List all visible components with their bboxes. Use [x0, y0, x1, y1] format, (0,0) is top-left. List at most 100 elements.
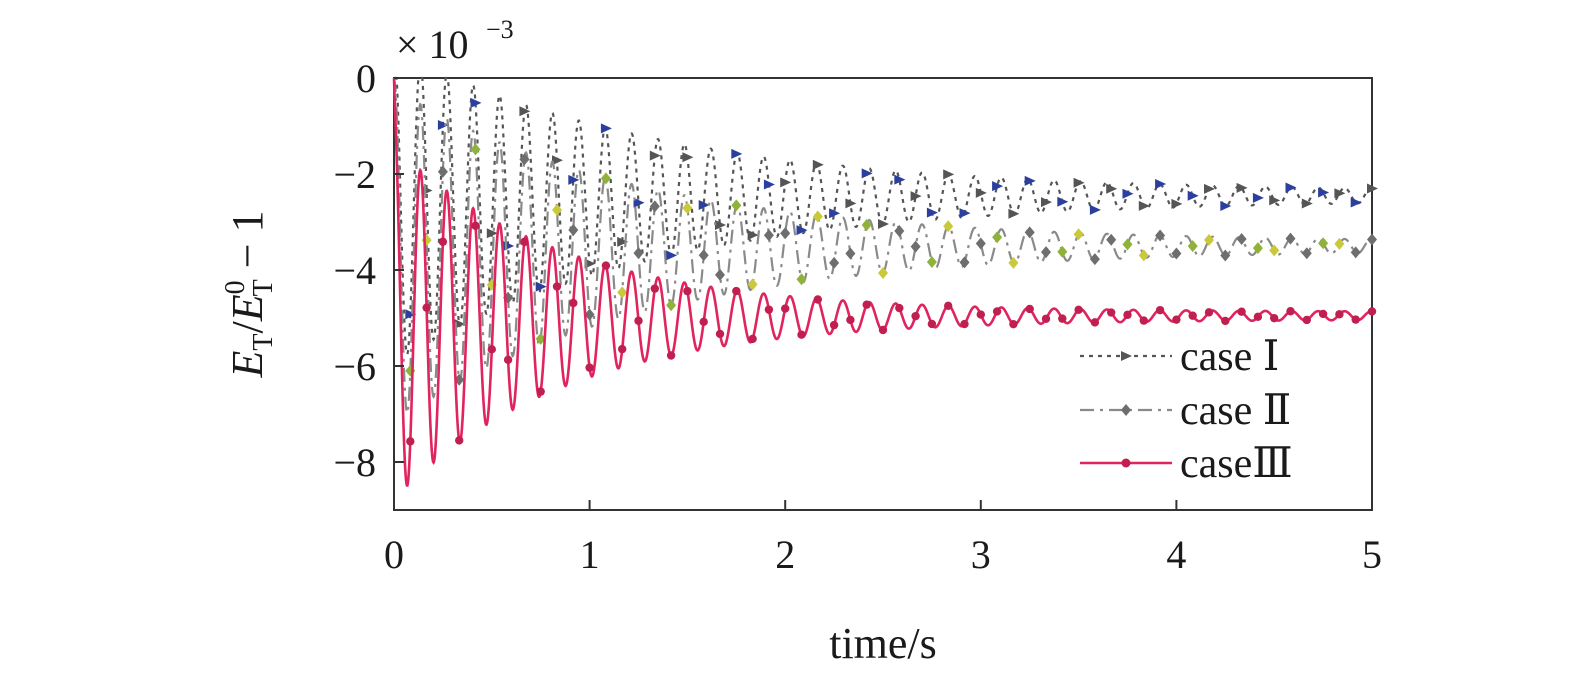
x-tick-label: 3 [971, 532, 991, 577]
series-marker [405, 309, 417, 320]
series-marker [731, 199, 742, 212]
series-marker [1041, 246, 1051, 259]
series-marker [437, 165, 448, 178]
series-marker [959, 208, 971, 219]
series-marker [845, 198, 857, 209]
series-marker [1270, 313, 1279, 323]
series-marker [486, 228, 498, 239]
series-marker [1350, 197, 1362, 208]
series-marker [976, 310, 985, 319]
series-marker [1155, 229, 1166, 242]
series-marker [1073, 177, 1085, 188]
y-title-sub2: T [248, 279, 279, 296]
series-marker [1171, 247, 1182, 260]
series-marker [1367, 233, 1377, 246]
series-marker [536, 387, 545, 396]
series-marker [1351, 315, 1360, 324]
series-marker [796, 225, 808, 236]
series-marker [1367, 307, 1377, 316]
series-marker [649, 150, 661, 161]
series-marker [1253, 312, 1263, 322]
series-marker [1106, 233, 1117, 246]
series-marker [1187, 190, 1199, 201]
series-marker [698, 200, 710, 211]
series-marker [1220, 200, 1232, 211]
series-marker [895, 303, 904, 313]
series-marker [600, 123, 612, 134]
series-marker [878, 325, 888, 335]
series-marker [813, 295, 822, 304]
series-marker [406, 437, 415, 446]
series-marker [943, 169, 955, 180]
series-marker [617, 286, 628, 299]
series-marker [862, 300, 871, 309]
series-marker [812, 159, 824, 170]
series-marker [1252, 192, 1264, 203]
series-marker [1074, 305, 1083, 314]
y-title-sup2: 0 [220, 280, 251, 294]
series-marker [1058, 314, 1067, 323]
series-marker [568, 223, 579, 236]
series-marker [455, 436, 464, 445]
series-marker [846, 315, 855, 325]
series-marker [470, 97, 482, 108]
series-marker [911, 311, 920, 321]
series-marker [437, 120, 449, 131]
series-marker [1008, 256, 1019, 269]
series-marker [1024, 226, 1035, 239]
series-marker [829, 320, 839, 330]
series-marker [992, 231, 1003, 244]
series-marker [422, 303, 431, 312]
series-marker [1057, 245, 1068, 258]
series-marker [926, 256, 937, 269]
y-title-main2: E [223, 294, 272, 322]
series-marker [845, 247, 856, 260]
y-axis-title: ET/E0T − 1 [220, 210, 279, 378]
series-marker [1025, 304, 1034, 314]
series-marker [470, 143, 481, 156]
series-marker [1204, 183, 1215, 194]
x-tick-label: 5 [1362, 532, 1382, 577]
series-marker [519, 106, 531, 117]
series-marker [601, 261, 611, 270]
series-marker [763, 179, 775, 190]
series-marker [1236, 182, 1248, 193]
series-marker [1089, 253, 1100, 266]
series-marker [1269, 195, 1281, 206]
y-tick-label: −4 [333, 248, 376, 293]
series-marker [1301, 247, 1312, 260]
series-marker [715, 268, 725, 281]
series-line [394, 76, 1373, 356]
series-marker [992, 181, 1004, 192]
series-marker [861, 218, 872, 231]
svg-text:ET/E0T − 1: ET/E0T − 1 [220, 210, 279, 378]
series-marker [926, 207, 938, 218]
series-marker [764, 305, 774, 314]
series-marker [552, 203, 562, 216]
series-marker [1367, 183, 1378, 194]
series-marker [715, 329, 725, 339]
y-tick-label: −6 [333, 344, 376, 389]
series-marker [1301, 198, 1313, 209]
series-marker [1090, 318, 1100, 327]
series-marker [780, 177, 792, 188]
series-marker [682, 202, 693, 215]
series-marker [1073, 228, 1084, 241]
series-marker [568, 174, 580, 185]
y-title-slash: / [223, 321, 272, 334]
series-marker [1236, 232, 1247, 245]
legend-label: caseⅢ [1180, 441, 1293, 487]
series-marker [812, 210, 823, 223]
x-tick-label: 4 [1166, 532, 1186, 577]
series-marker [1122, 238, 1133, 251]
y-multiplier-exponent: −3 [486, 15, 514, 44]
series-marker [861, 168, 873, 179]
series-marker [1269, 244, 1280, 257]
series-marker [1221, 316, 1230, 326]
series-marker [748, 334, 757, 344]
y-title-main: E [223, 351, 272, 379]
x-tick-label: 0 [384, 532, 404, 577]
series-marker [975, 237, 986, 250]
series-marker [1285, 182, 1297, 193]
legend-label: case Ⅰ [1180, 334, 1279, 380]
